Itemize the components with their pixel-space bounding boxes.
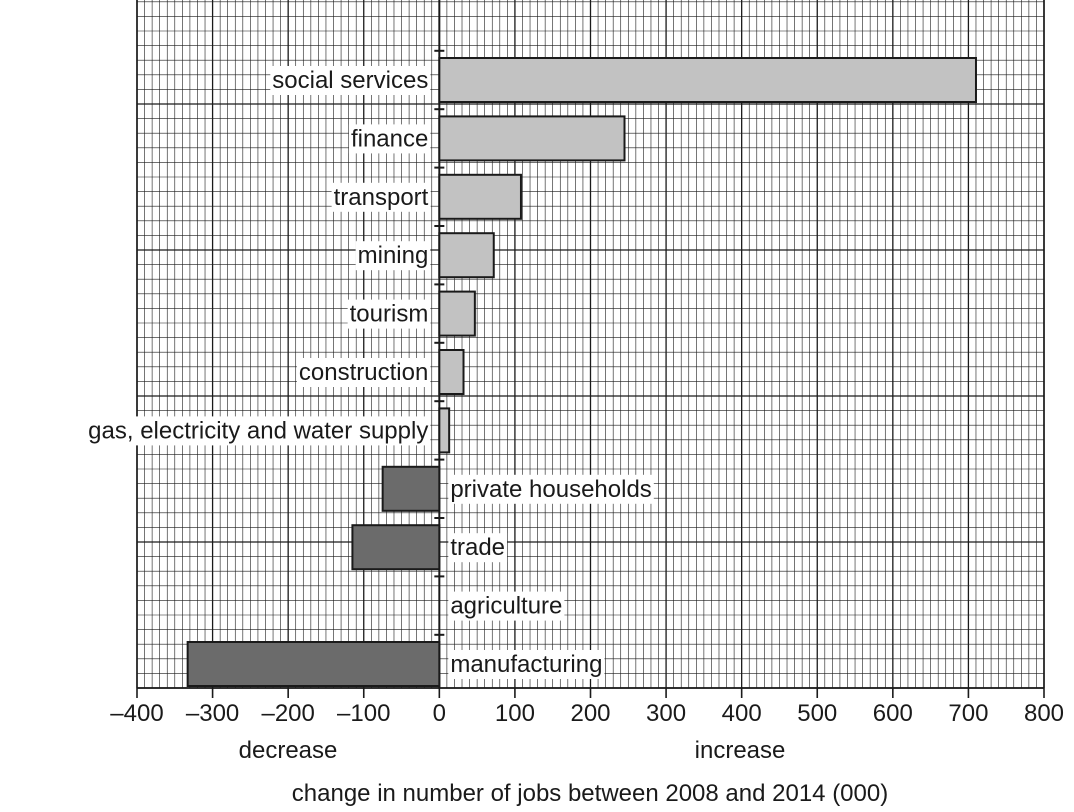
increase-label: increase [695, 737, 786, 764]
category-label: transport [334, 184, 429, 211]
category-label: mining [358, 242, 429, 269]
x-tick-label: 300 [646, 700, 686, 727]
x-tick-label: 500 [797, 700, 837, 727]
category-label-bg [448, 650, 605, 679]
category-label-bg [270, 66, 431, 95]
bar [438, 232, 495, 279]
decrease-label: decrease [239, 737, 338, 764]
x-tick-label: –200 [261, 700, 314, 727]
grid [136, 0, 1045, 689]
bar [438, 407, 451, 454]
x-tick-label: –100 [337, 700, 390, 727]
category-label: private households [450, 476, 651, 503]
category-label-bg [331, 182, 431, 212]
x-tick-label: –400 [110, 700, 163, 727]
category-label: trade [450, 534, 505, 561]
category-labels: social services finance transport mining tou… [86, 66, 654, 679]
category-label-bg [448, 533, 508, 563]
category-label-bg [296, 358, 431, 387]
bar [186, 641, 441, 687]
bar [351, 524, 441, 571]
bar [438, 115, 626, 162]
category-label-bg [86, 416, 431, 446]
bars [186, 49, 977, 687]
bar [438, 173, 522, 220]
category-label: finance [351, 125, 428, 152]
category-label: agriculture [450, 593, 562, 620]
category-label: manufacturing [450, 651, 602, 678]
category-label: tourism [350, 301, 429, 328]
x-tick-label: 800 [1024, 700, 1064, 727]
category-label-bg [448, 591, 565, 621]
bar [438, 290, 476, 337]
category-label-bg [347, 299, 431, 329]
bar [438, 57, 977, 103]
bar [381, 465, 441, 512]
x-tick-label: 0 [433, 700, 446, 727]
category-label: construction [299, 359, 428, 386]
x-axis-title: change in number of jobs between 2008 an… [292, 780, 888, 807]
x-tick-label: –300 [186, 700, 239, 727]
x-tick-label: 100 [495, 700, 535, 727]
category-label-bg [348, 124, 431, 154]
x-tick-label: 600 [873, 700, 913, 727]
x-tick-label: 200 [570, 700, 610, 727]
x-axis-ticks: –400 –300 –200 –100 0 100 200 300 400 500 600 700 80… [110, 688, 1064, 727]
x-tick-label: 400 [722, 700, 762, 727]
bar [438, 349, 465, 395]
category-label-bg [448, 474, 654, 504]
category-label-bg [355, 241, 431, 271]
category-label: gas, electricity and water supply [88, 417, 428, 444]
category-label: social services [272, 67, 428, 94]
x-tick-label: 700 [948, 700, 988, 727]
